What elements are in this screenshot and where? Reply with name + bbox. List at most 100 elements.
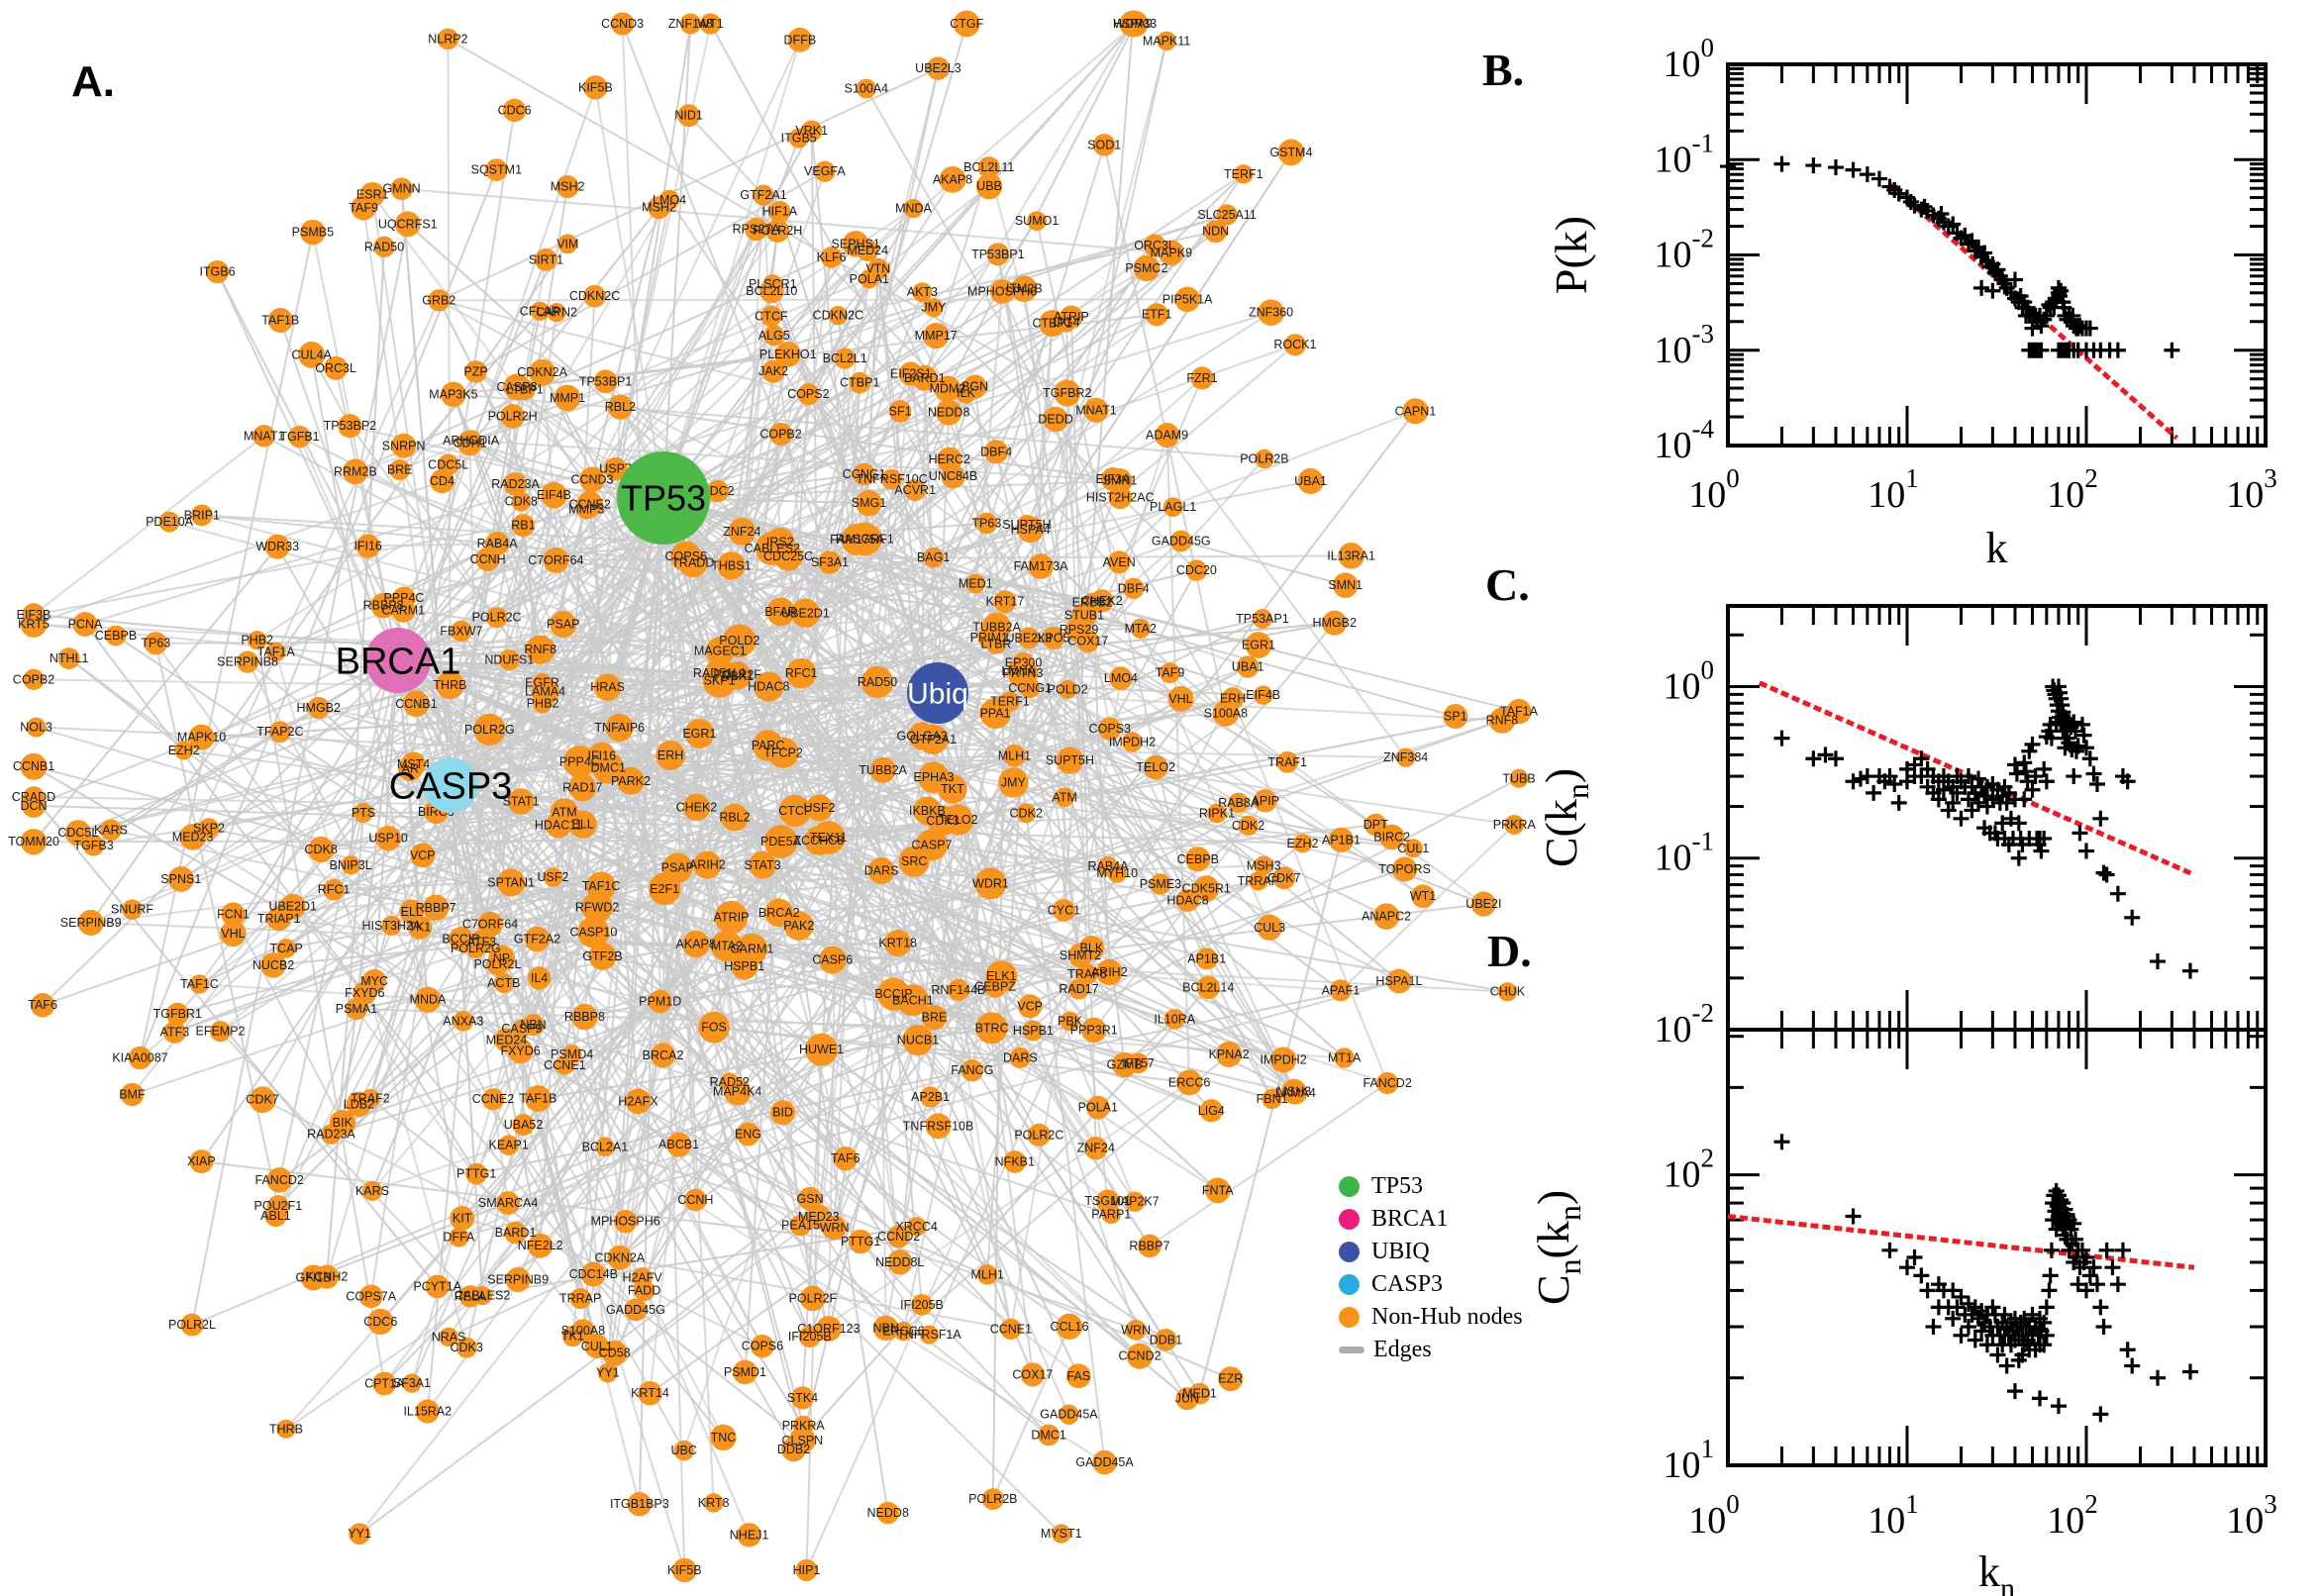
network-node[interactable] [993,590,1017,614]
network-node[interactable] [887,1249,913,1275]
network-node[interactable] [798,1186,823,1211]
network-node[interactable] [577,916,610,948]
network-node[interactable] [869,756,896,783]
network-node[interactable] [576,491,604,518]
network-node[interactable] [23,668,45,690]
network-node[interactable] [733,1359,758,1385]
network-node[interactable] [1443,704,1468,730]
network-node[interactable] [790,1386,815,1410]
network-node[interactable] [682,793,711,822]
network-node[interactable] [1221,687,1245,710]
network-node[interactable] [349,1523,370,1546]
network-node[interactable] [1488,707,1516,734]
network-node[interactable] [1332,572,1359,598]
hub-node-ubiq[interactable] [907,662,968,724]
network-node[interactable] [1253,685,1273,705]
network-node[interactable] [465,939,486,958]
network-node[interactable] [209,1021,232,1043]
network-node[interactable] [1017,627,1040,649]
network-node[interactable] [1504,814,1525,835]
network-node[interactable] [1060,305,1083,329]
network-node[interactable] [221,902,246,927]
network-node[interactable] [1328,827,1355,852]
network-node[interactable] [1277,139,1305,166]
network-node[interactable] [1155,1329,1177,1351]
network-node[interactable] [355,534,380,558]
network-node[interactable] [267,307,293,334]
network-node[interactable] [751,1334,774,1358]
network-node[interactable] [1133,254,1161,282]
network-node[interactable] [249,1086,276,1114]
network-node[interactable] [1185,847,1211,872]
network-node[interactable] [568,773,597,802]
network-node[interactable] [372,1371,397,1396]
network-node[interactable] [198,818,220,840]
network-node[interactable] [800,1285,826,1312]
network-node[interactable] [924,298,944,318]
network-node[interactable] [979,697,1011,729]
network-node[interactable] [1020,1362,1045,1387]
network-node[interactable] [762,274,783,294]
network-node[interactable] [1329,979,1352,1002]
network-node[interactable] [1042,627,1065,649]
network-node[interactable] [205,259,230,284]
network-node[interactable] [481,1088,505,1111]
network-node[interactable] [264,1204,287,1228]
network-node[interactable] [1027,211,1047,232]
network-node[interactable] [1158,240,1184,266]
network-node[interactable] [1196,975,1220,1000]
network-node[interactable] [859,269,879,289]
network-node[interactable] [524,926,551,952]
network-node[interactable] [556,175,579,199]
network-node[interactable] [415,1399,440,1424]
network-node[interactable] [848,522,882,556]
network-node[interactable] [528,1233,554,1258]
network-node[interactable] [1258,299,1284,326]
network-node[interactable] [679,13,701,35]
network-node[interactable] [524,1085,552,1112]
network-node[interactable] [353,802,374,823]
network-node[interactable] [543,547,569,573]
network-node[interactable] [736,1122,760,1147]
network-node[interactable] [1193,875,1220,902]
network-node[interactable] [805,794,833,822]
network-node[interactable] [1107,550,1131,574]
network-node[interactable] [617,766,645,795]
network-node[interactable] [833,1147,858,1171]
network-node[interactable] [985,633,1007,654]
network-node[interactable] [373,236,395,257]
network-node[interactable] [473,713,506,746]
network-node[interactable] [390,177,413,201]
network-node[interactable] [986,243,1010,266]
network-node[interactable] [1028,553,1054,579]
network-node[interactable] [856,78,876,99]
network-node[interactable] [921,1004,948,1031]
network-node[interactable] [610,12,635,36]
network-node[interactable] [1190,366,1214,390]
network-node[interactable] [960,1058,984,1082]
network-node[interactable] [989,279,1015,304]
network-node[interactable] [236,650,259,673]
network-node[interactable] [805,1033,838,1066]
network-node[interactable] [597,1362,618,1383]
network-node[interactable] [710,1424,737,1451]
network-node[interactable] [592,751,625,784]
network-node[interactable] [1216,204,1238,226]
network-node[interactable] [580,1261,606,1287]
network-node[interactable] [554,384,581,412]
network-node[interactable] [180,1313,204,1337]
network-node[interactable] [1257,914,1283,941]
network-node[interactable] [414,986,442,1013]
network-node[interactable] [511,491,532,512]
network-node[interactable] [1228,792,1249,813]
network-node[interactable] [595,1137,615,1157]
network-node[interactable] [360,1089,380,1109]
network-node[interactable] [818,550,842,574]
network-node[interactable] [662,852,693,883]
network-node[interactable] [1204,220,1228,244]
network-node[interactable] [749,850,776,879]
network-node[interactable] [484,532,510,556]
network-node[interactable] [906,1217,927,1237]
network-node[interactable] [785,657,817,689]
network-node[interactable] [436,670,464,700]
